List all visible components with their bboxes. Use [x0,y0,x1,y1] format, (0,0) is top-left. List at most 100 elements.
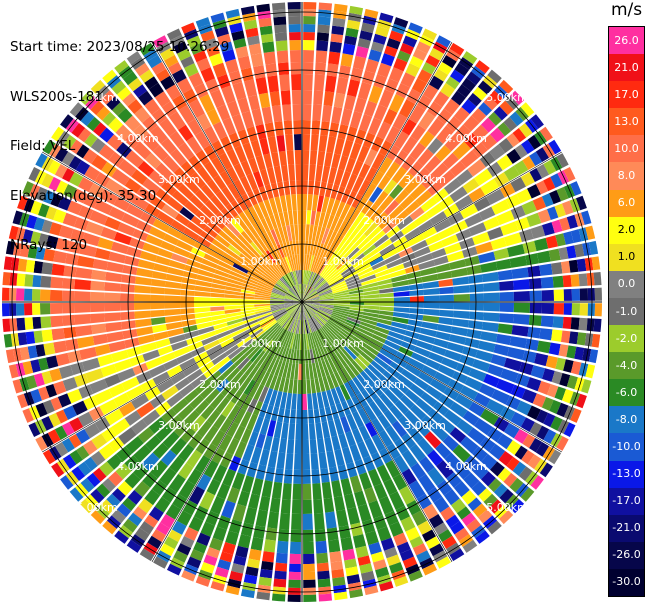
range-gate-cell [352,376,366,393]
range-gate-cell [199,330,216,341]
range-gate-cell [303,541,315,554]
range-gate-cell [124,410,142,426]
range-gate-cell [294,224,299,241]
range-gate-cell [27,245,38,259]
range-gate-cell [362,132,376,149]
range-gate-cell [407,357,425,371]
range-gate-cell [5,240,16,255]
range-gate-cell [282,257,291,273]
range-gate-cell [419,456,435,473]
range-gate-cell [188,155,203,171]
range-gate-cell [406,88,422,105]
range-gate-cell [560,260,571,274]
range-gate-cell [90,451,106,466]
colorbar-level-label: -13.0 [612,467,641,481]
range-gate-cell [347,582,362,592]
range-gate-cell [361,199,374,215]
range-gate-cell [247,558,260,569]
range-gate-cell [449,42,465,56]
range-gate-cell [456,84,471,98]
range-gate-cell [280,277,291,289]
range-gate-cell [359,274,377,283]
range-gate-cell [384,339,401,351]
range-gate-cell [493,248,510,260]
range-gate-cell [510,176,527,193]
range-gate-cell [466,329,482,340]
range-gate-cell [166,28,182,41]
range-gate-cell [302,529,314,542]
range-gate-cell [271,307,286,314]
range-gate-cell [180,535,195,549]
range-gate-cell [302,210,307,225]
range-gate-cell [214,269,230,278]
range-gate-cell [150,460,168,479]
range-gate-cell [344,558,357,569]
range-gate-cell [17,332,28,346]
range-gate-cell [324,182,334,198]
range-gate-cell [561,389,574,404]
range-gate-cell [346,462,358,478]
range-gate-cell [41,219,53,234]
range-gate-cell [264,373,274,388]
range-gate-cell [340,536,354,551]
range-gate-cell [12,347,22,362]
range-gate-cell [255,287,272,294]
range-gate-cell [302,302,320,309]
range-gate-cell [386,554,401,567]
range-gate-cell [378,89,394,108]
range-gate-cell [229,324,246,334]
range-gate-cell [512,314,530,325]
range-gate-cell [347,283,362,290]
range-gate-cell [163,358,179,371]
range-gate-cell [437,324,453,333]
range-gate-cell [170,340,188,351]
range-gate-cell [408,480,426,499]
range-gate-cell [48,176,61,192]
range-gate-cell [356,392,368,408]
range-gate-cell [170,557,185,570]
range-gate-cell [287,587,301,595]
range-gate-cell [255,155,266,171]
range-gate-cell [429,378,448,393]
range-gate-cell [399,486,416,505]
range-gate-cell [302,90,313,105]
range-gate-cell [436,125,454,144]
range-gate-cell [360,218,374,234]
range-gate-cell [60,475,74,490]
range-gate-cell [346,190,357,206]
range-gate-cell [401,118,417,136]
range-gate-cell [489,443,506,460]
range-gate-cell [362,244,377,256]
range-gate-cell [62,314,76,327]
range-gate-cell [364,487,378,504]
range-gate-cell [180,313,196,321]
range-gate-cell [486,399,505,416]
range-gate-cell [331,284,348,292]
range-gate-cell [258,315,274,324]
range-gate-cell [28,405,41,421]
range-gate-cell [195,575,211,587]
range-gate-cell [203,144,218,161]
range-gate-cell [362,455,376,472]
range-gate-cell [316,32,330,42]
range-gate-cell [352,211,366,228]
range-gate-cell [318,361,326,378]
range-gate-cell [337,369,348,384]
range-gate-cell [382,220,397,234]
range-gate-cell [355,45,369,59]
range-gate-cell [283,242,290,257]
range-gate-cell [254,307,271,312]
range-gate-cell [284,295,302,302]
range-gate-cell [535,442,550,457]
range-gate-cell [186,221,203,236]
range-gate-cell [289,409,296,424]
range-gate-cell [136,186,155,203]
range-gate-cell [302,284,305,302]
range-gate-cell [148,417,167,434]
range-gate-cell [478,102,493,116]
range-gate-cell [255,509,268,528]
range-gate-cell [212,574,227,585]
range-gate-cell [240,67,254,82]
range-gate-cell [302,302,305,320]
range-gate-cell [253,416,264,434]
